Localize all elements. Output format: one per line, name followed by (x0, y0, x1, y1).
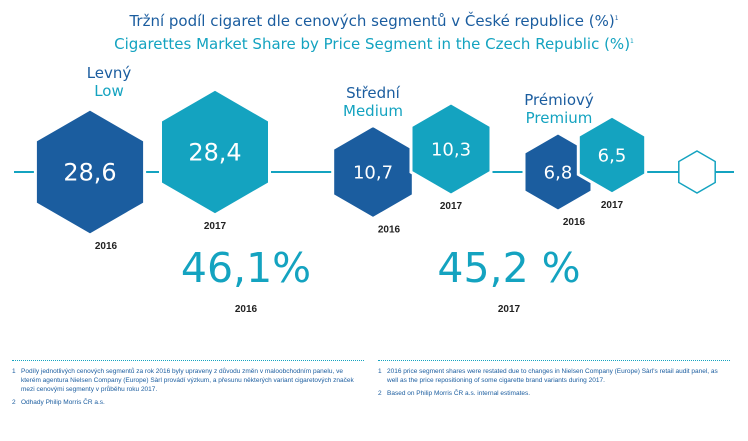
hexagon-2017 (409, 101, 493, 197)
segment-label-english: Premium (526, 109, 593, 127)
year-label-2016: 2016 (95, 241, 118, 252)
hexagon-2016 (33, 107, 147, 237)
hexagon-2017 (159, 87, 271, 217)
title-footnote-marker: 1 (614, 15, 619, 22)
year-label-2017: 2017 (204, 221, 227, 232)
value-label-2017: 28,4 (188, 139, 241, 167)
total-share-value: 45,2 % (437, 244, 580, 292)
segment-label-czech: Prémiový (524, 91, 594, 109)
value-label-2017: 10,3 (431, 139, 471, 160)
footnotes-czech: 1 Podíly jednotlivých cenových segmentů z… (12, 360, 364, 411)
outline-hexagon (678, 150, 716, 194)
segment-label-czech: Levný (87, 64, 132, 82)
footnote-item: 2 Based on Philip Morris ČR a.s. internal… (378, 389, 730, 398)
year-label-2016: 2016 (563, 217, 586, 228)
chart-title-english-text: Cigarettes Market Share by Price Segment… (114, 35, 631, 53)
segment-label-english: Medium (343, 102, 403, 120)
value-label-2016: 6,8 (544, 162, 573, 183)
value-label-2017: 6,5 (598, 145, 627, 166)
chart-title-english: Cigarettes Market Share by Price Segment… (0, 35, 748, 53)
chart-title-czech-text: Tržní podíl cigaret dle cenových segment… (129, 12, 615, 30)
chart-title-czech: Tržní podíl cigaret dle cenových segment… (0, 12, 748, 30)
value-label-2016: 10,7 (353, 162, 393, 183)
year-label-2017: 2017 (601, 200, 624, 211)
footnote-number: 2 (12, 399, 16, 406)
segment-label-czech: Střední (346, 84, 400, 102)
footnote-number: 1 (378, 368, 382, 375)
footnote-number: 1 (12, 368, 16, 375)
footnote-text: 2016 price segment shares were restated … (387, 368, 718, 384)
footnote-text: Odhady Philip Morris ČR a.s. (21, 399, 105, 406)
footnote-text: Based on Philip Morris ČR a.s. internal … (387, 390, 531, 397)
footnote-item: 2 Odhady Philip Morris ČR a.s. (12, 398, 364, 407)
total-share-value: 46,1% (181, 244, 311, 292)
hexagon-2017 (576, 114, 648, 196)
footnote-item: 1 Podíly jednotlivých cenových segmentů z… (12, 367, 364, 394)
footnotes-english: 1 2016 price segment shares were restated… (378, 360, 730, 402)
footnote-item: 1 2016 price segment shares were restated… (378, 367, 730, 385)
footnote-number: 2 (378, 390, 382, 397)
total-share-year: 2016 (235, 304, 258, 315)
year-label-2017: 2017 (440, 201, 463, 212)
title-footnote-marker: 1 (630, 38, 634, 45)
value-label-2016: 28,6 (63, 159, 116, 187)
footnote-text: Podíly jednotlivých cenových segmentů za… (21, 368, 354, 393)
year-label-2016: 2016 (378, 225, 401, 236)
total-share-year: 2017 (498, 304, 521, 315)
segment-label-english: Low (94, 82, 124, 100)
